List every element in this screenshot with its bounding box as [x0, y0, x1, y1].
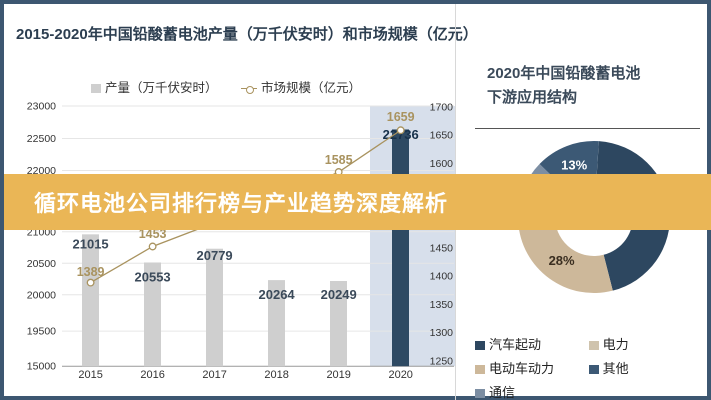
svg-text:1585: 1585 — [325, 153, 353, 167]
svg-text:1350: 1350 — [430, 299, 454, 311]
svg-text:15000: 15000 — [27, 361, 56, 373]
svg-text:13%: 13% — [561, 158, 587, 173]
svg-text:1400: 1400 — [430, 271, 454, 283]
svg-text:1250: 1250 — [430, 355, 454, 367]
svg-text:1700: 1700 — [430, 102, 454, 114]
svg-text:19500: 19500 — [27, 326, 56, 338]
svg-text:1450: 1450 — [430, 243, 454, 255]
svg-text:23000: 23000 — [27, 101, 56, 113]
svg-text:20553: 20553 — [135, 269, 171, 284]
svg-text:2019: 2019 — [326, 369, 350, 381]
svg-text:1650: 1650 — [430, 130, 454, 142]
svg-text:2016: 2016 — [140, 369, 164, 381]
svg-text:20249: 20249 — [321, 287, 357, 302]
svg-text:1659: 1659 — [387, 110, 415, 124]
svg-text:20500: 20500 — [27, 258, 56, 270]
svg-text:2018: 2018 — [264, 369, 288, 381]
svg-text:1600: 1600 — [430, 158, 454, 170]
svg-text:2020: 2020 — [388, 369, 412, 381]
svg-text:20779: 20779 — [197, 248, 233, 263]
svg-text:22500: 22500 — [27, 133, 56, 145]
svg-text:2015: 2015 — [78, 369, 102, 381]
svg-text:28%: 28% — [549, 253, 575, 268]
svg-text:20264: 20264 — [259, 287, 296, 302]
svg-text:1300: 1300 — [430, 327, 454, 339]
svg-text:21015: 21015 — [73, 237, 109, 252]
svg-text:2017: 2017 — [202, 369, 226, 381]
svg-text:1389: 1389 — [77, 265, 105, 279]
svg-text:20000: 20000 — [27, 289, 56, 301]
